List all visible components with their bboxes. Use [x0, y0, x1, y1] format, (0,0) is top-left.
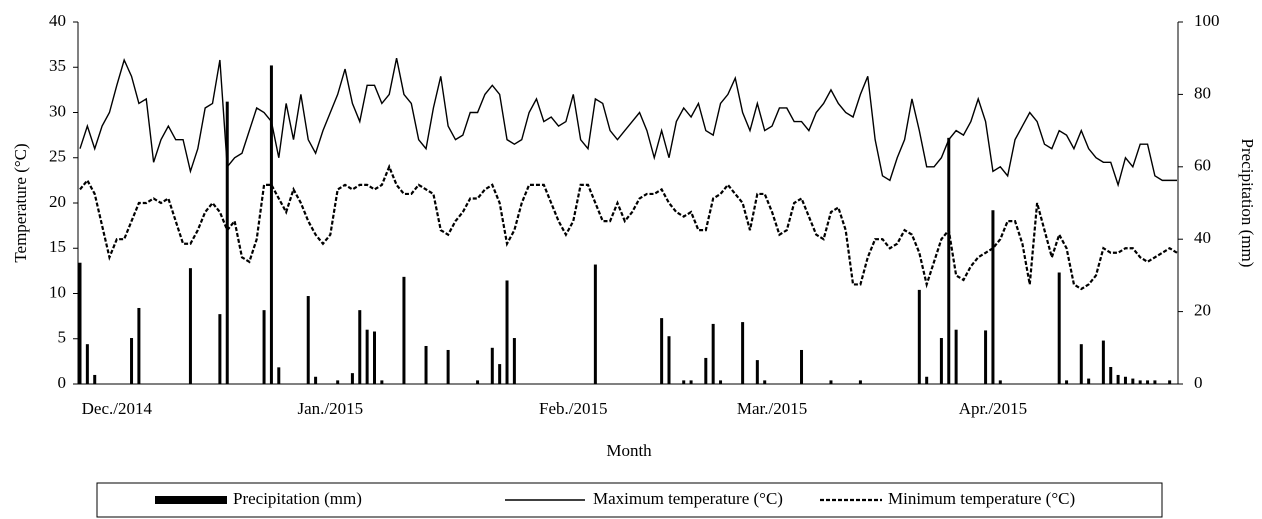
bar	[829, 380, 833, 384]
bar	[711, 323, 715, 384]
bar	[682, 380, 686, 384]
y-tick-label: 40	[49, 11, 66, 30]
bar	[476, 380, 480, 384]
bar	[755, 360, 759, 384]
bar	[939, 338, 943, 384]
bar	[446, 349, 450, 384]
line	[79, 163, 1178, 291]
bar	[262, 310, 266, 384]
bar	[225, 101, 229, 384]
bar	[954, 329, 958, 384]
y-tick-label: 25	[49, 147, 66, 166]
bar	[660, 318, 664, 384]
bar	[358, 310, 362, 384]
x-tick-label: Mar./2015	[737, 399, 807, 418]
bar	[991, 210, 995, 384]
bar	[402, 276, 406, 384]
y2-tick-label: 0	[1194, 373, 1203, 392]
bar	[350, 373, 354, 384]
bar	[490, 347, 494, 384]
bar	[1101, 340, 1105, 384]
bar	[269, 65, 273, 384]
bar	[689, 380, 693, 384]
bar	[1123, 376, 1127, 384]
bar	[1153, 380, 1157, 384]
bar	[741, 322, 745, 384]
bar	[1146, 380, 1150, 384]
bar	[424, 345, 428, 384]
bar	[800, 349, 804, 384]
bar	[130, 338, 134, 384]
bar	[85, 344, 89, 384]
bar	[1057, 272, 1061, 384]
y2-tick-label: 80	[1194, 83, 1211, 102]
legend-box	[96, 482, 1163, 518]
bar	[505, 280, 509, 384]
y2-tick-label: 100	[1194, 11, 1220, 30]
bar	[306, 296, 310, 384]
y-tick-label: 0	[58, 373, 67, 392]
line	[79, 57, 1177, 188]
y2-tick-label: 60	[1194, 156, 1211, 175]
legend-swatch	[155, 496, 227, 504]
x-tick-label: Feb./2015	[539, 399, 607, 418]
bar	[93, 374, 97, 384]
bar	[593, 264, 597, 384]
bar	[137, 307, 141, 384]
bar	[763, 380, 767, 384]
x-tick-label: Dec./2014	[82, 399, 153, 418]
y-tick-label: 5	[58, 328, 67, 347]
y2-axis-title: Precipitation (mm)	[1238, 139, 1257, 268]
bar	[667, 336, 671, 384]
bar	[917, 289, 921, 384]
bar	[512, 338, 516, 384]
bar	[498, 364, 502, 384]
bar	[1138, 380, 1142, 384]
bar	[704, 357, 708, 384]
bar	[78, 262, 82, 384]
bar	[336, 380, 340, 384]
bar	[1109, 366, 1113, 384]
x-axis-title: Month	[606, 441, 652, 460]
y-tick-label: 35	[49, 56, 66, 75]
bar	[719, 380, 723, 384]
bar	[947, 137, 951, 384]
y-tick-label: 30	[49, 101, 66, 120]
bar	[998, 380, 1002, 384]
bar	[277, 367, 281, 384]
legend-label: Maximum temperature (°C)	[593, 489, 783, 508]
x-tick-label: Apr./2015	[959, 399, 1027, 418]
bar	[218, 314, 222, 384]
bar	[925, 376, 929, 384]
bar	[188, 268, 192, 384]
bar	[1116, 374, 1120, 384]
bar	[1079, 344, 1083, 384]
bar	[858, 380, 862, 384]
y-axis-title: Temperature (°C)	[11, 143, 30, 262]
bar	[365, 329, 369, 384]
y-tick-label: 10	[49, 282, 66, 301]
bar	[1087, 378, 1091, 384]
legend-label: Minimum temperature (°C)	[888, 489, 1075, 508]
bar	[314, 376, 318, 384]
y-tick-label: 15	[49, 237, 66, 256]
bar	[984, 330, 988, 384]
y2-tick-label: 20	[1194, 301, 1211, 320]
bar	[1065, 380, 1069, 384]
x-tick-label: Jan./2015	[298, 399, 364, 418]
bar	[1131, 378, 1135, 384]
bar	[372, 331, 376, 384]
legend-label: Precipitation (mm)	[233, 489, 362, 508]
y-tick-label: 20	[49, 192, 66, 211]
bar	[380, 380, 384, 384]
bar	[1168, 380, 1172, 384]
y2-tick-label: 40	[1194, 228, 1211, 247]
